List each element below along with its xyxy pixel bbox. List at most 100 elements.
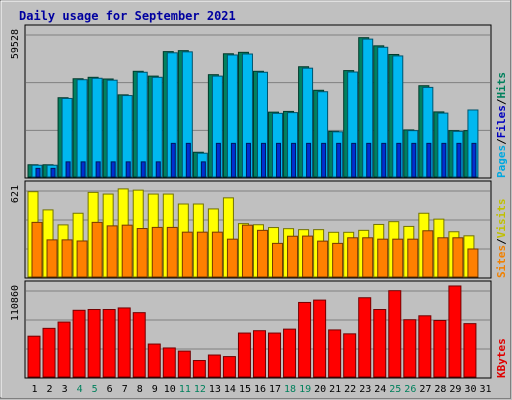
bar-kbytes-kbytes-day-15 (237, 332, 251, 378)
legend-entry: Sites (495, 245, 508, 278)
bar-kbytes-kbytes-day-20 (313, 299, 327, 378)
bar-hits-pages-day-4 (80, 161, 86, 178)
bar-kbytes-kbytes-day-14 (222, 356, 236, 378)
chart-title: Daily usage for September 2021 (19, 9, 236, 23)
bar-visits-sites-day-23 (362, 237, 374, 278)
x-tick-label-day-5: 5 (92, 384, 98, 395)
bar-kbytes-kbytes-day-8 (132, 312, 146, 378)
bar-kbytes-kbytes-day-17 (268, 332, 282, 378)
bar-visits-sites-day-14 (226, 238, 238, 278)
bar-visits-sites-day-5 (91, 221, 103, 278)
bar-hits-pages-day-18 (291, 142, 297, 178)
x-tick-label-day-24: 24 (374, 384, 386, 395)
bar-visits-sites-day-20 (317, 240, 329, 278)
x-tick-label-day-22: 22 (344, 384, 356, 395)
bar-hits-pages-day-6 (110, 161, 116, 178)
bar-kbytes-kbytes-day-19 (298, 301, 312, 378)
legend-entry: Visits (495, 199, 508, 239)
x-tick-label-day-15: 15 (239, 384, 251, 395)
bar-kbytes-kbytes-day-30 (463, 323, 477, 378)
x-tick-label-day-16: 16 (254, 384, 266, 395)
bar-hits-pages-day-3 (65, 161, 71, 178)
bar-kbytes-kbytes-day-21 (328, 329, 342, 378)
bar-hits-pages-day-21 (336, 142, 342, 178)
bar-visits-sites-day-16 (256, 229, 268, 278)
legend-entry: Hits (495, 72, 508, 99)
x-tick-label-day-25: 25 (389, 384, 401, 395)
x-tick-label-day-7: 7 (122, 384, 128, 395)
bar-visits-sites-day-7 (121, 224, 133, 278)
bar-kbytes-kbytes-day-5 (87, 309, 101, 378)
x-tick-label-day-27: 27 (419, 384, 431, 395)
bar-kbytes-kbytes-day-7 (117, 307, 131, 378)
x-tick-label-day-31: 31 (479, 384, 491, 395)
panel-visits-legend: Sites/Visits (495, 199, 508, 279)
bar-hits-pages-day-7 (125, 161, 131, 178)
bar-visits-sites-day-1 (31, 221, 43, 278)
x-tick-label-day-19: 19 (299, 384, 311, 395)
x-tick-label-day-26: 26 (404, 384, 416, 395)
bar-visits-sites-day-19 (302, 235, 314, 278)
bar-visits-sites-day-25 (392, 238, 404, 278)
bar-kbytes-kbytes-day-6 (102, 309, 116, 378)
bar-hits-pages-day-27 (426, 142, 432, 178)
bar-visits-sites-day-2 (46, 239, 58, 278)
bar-hits-pages-day-23 (366, 142, 372, 178)
bar-visits-sites-day-12 (196, 231, 208, 278)
chart-panels: 59528Pages/Files/Hits621Sites/Visits1108… (10, 24, 508, 379)
x-tick-label-day-30: 30 (464, 384, 476, 395)
bar-visits-sites-day-18 (287, 235, 299, 278)
bar-kbytes-kbytes-day-4 (72, 309, 86, 378)
bar-kbytes-kbytes-day-13 (207, 354, 221, 378)
x-tick-label-day-21: 21 (329, 384, 341, 395)
bar-kbytes-kbytes-day-2 (42, 327, 56, 378)
x-tick-label-day-2: 2 (47, 384, 53, 395)
bar-visits-sites-day-28 (437, 237, 449, 278)
bar-hits-pages-day-25 (396, 142, 402, 178)
bar-kbytes-kbytes-day-25 (388, 290, 402, 378)
x-tick-label-day-6: 6 (107, 384, 113, 395)
bar-hits-pages-day-30 (471, 142, 477, 178)
x-tick-label-day-12: 12 (194, 384, 206, 395)
x-tick-label-day-23: 23 (359, 384, 371, 395)
x-tick-label-day-20: 20 (314, 384, 326, 395)
bar-hits-pages-day-22 (351, 142, 357, 178)
x-tick-label-day-13: 13 (209, 384, 221, 395)
bar-visits-sites-day-17 (272, 242, 284, 278)
x-tick-label-day-28: 28 (434, 384, 446, 395)
legend-entry: / (495, 238, 508, 245)
bar-kbytes-kbytes-day-29 (448, 285, 462, 378)
bar-visits-sites-day-4 (76, 240, 88, 278)
bar-visits-sites-day-29 (452, 237, 464, 278)
panel-visits: 621 Sites/Visits (10, 180, 508, 279)
bar-kbytes-kbytes-day-26 (403, 319, 417, 378)
bar-hits-pages-day-15 (245, 142, 251, 178)
panel-visits-max-label: 621 (10, 185, 21, 203)
bar-visits-sites-day-3 (61, 239, 73, 278)
bar-visits-sites-day-27 (422, 230, 434, 278)
panel-kbytes: 110860 KBytes (10, 280, 508, 379)
bar-visits-sites-day-13 (211, 231, 223, 278)
bar-hits-pages-day-14 (230, 142, 236, 178)
bar-kbytes-kbytes-day-24 (373, 309, 387, 378)
bar-visits-sites-day-15 (241, 224, 253, 278)
bar-kbytes-kbytes-day-28 (433, 319, 447, 378)
bar-visits-sites-day-22 (347, 237, 359, 278)
panel-kbytes-max-label: 110860 (10, 285, 21, 321)
x-tick-label-day-11: 11 (179, 384, 191, 395)
bar-visits-sites-day-24 (377, 238, 389, 278)
bar-hits-pages-day-19 (306, 142, 312, 178)
bar-hits-pages-day-10 (170, 142, 176, 178)
x-axis-labels: 1 2 3 4 5 6 7 8 9 10 11 12 13 14 15 16 17 18 19 20 21 22 23 24 2… (32, 384, 492, 395)
x-tick-label-day-1: 1 (32, 384, 38, 395)
bar-hits-pages-day-12 (200, 161, 206, 178)
bar-hits-pages-day-8 (140, 161, 146, 178)
x-tick-label-day-14: 14 (224, 384, 236, 395)
bar-kbytes-kbytes-day-10 (162, 347, 176, 378)
bar-hits-pages-day-2 (50, 167, 56, 178)
bar-kbytes-kbytes-day-16 (252, 330, 266, 378)
bar-visits-sites-day-8 (136, 228, 148, 278)
bar-kbytes-kbytes-day-27 (418, 315, 432, 378)
bar-hits-pages-day-17 (276, 142, 282, 178)
